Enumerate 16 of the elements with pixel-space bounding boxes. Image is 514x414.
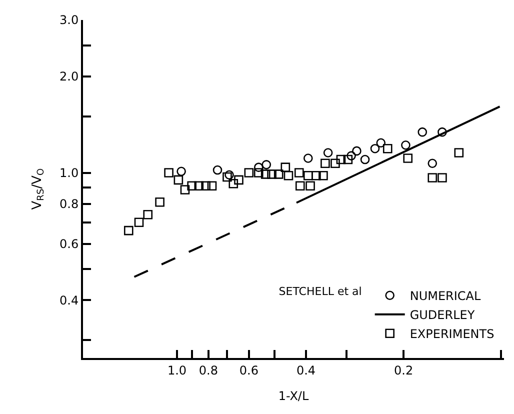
legend-label: EXPERIMENTS [410, 327, 494, 342]
y-tick-label: 2.0 [60, 70, 79, 84]
y-tick-label: 0.8 [60, 197, 79, 212]
y-tick-label: 1.0 [60, 166, 79, 180]
legend-label: GUDERLEY [410, 308, 476, 322]
y-tick-label: 0.6 [60, 237, 79, 252]
legend-title: SETCHELL et al [278, 285, 362, 298]
x-axis-title: 1-X/L [278, 388, 309, 403]
x-tick-label: 0.6 [239, 363, 258, 378]
x-tick-label: 0.2 [394, 363, 414, 378]
y-tick-label: 3.0 [60, 13, 79, 28]
legend-label: NUMERICAL [410, 289, 481, 304]
x-tick-label: 0.4 [296, 363, 316, 378]
y-tick-label: 0.4 [60, 293, 79, 308]
x-tick-label: 0.8 [198, 363, 218, 378]
x-tick-label: 1.0 [167, 363, 187, 378]
